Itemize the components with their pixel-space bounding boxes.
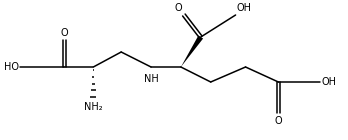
Text: NH₂: NH₂ (84, 102, 103, 112)
Polygon shape (181, 35, 203, 67)
Text: HO: HO (4, 62, 19, 72)
Text: OH: OH (321, 77, 336, 87)
Text: O: O (174, 3, 182, 13)
Text: O: O (61, 28, 68, 38)
Text: O: O (275, 116, 282, 126)
Text: NH: NH (144, 74, 158, 84)
Text: OH: OH (237, 3, 252, 13)
